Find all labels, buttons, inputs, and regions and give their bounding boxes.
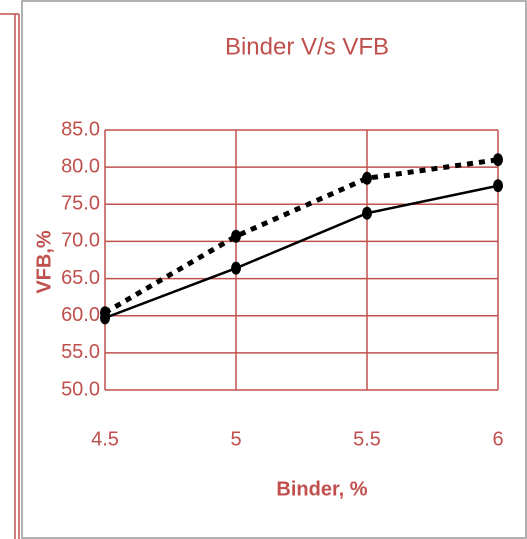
x-tick-label: 5.5 [353,428,381,450]
y-tick-label: 75.0 [61,193,100,215]
point-marker [493,179,503,193]
y-axis-label: VFB,% [33,230,55,294]
series-line [104,184,499,320]
series-line [103,157,499,315]
point-marker [100,306,110,320]
x-tick-label: 5 [230,428,241,450]
x-tick-label: 6 [492,428,503,450]
chart-border [21,0,527,539]
y-tick-label: 50.0 [61,378,100,400]
y-tick-label: 55.0 [61,341,100,363]
x-axis-label: Binder, % [276,478,367,500]
point-marker [493,153,503,167]
point-marker [362,206,372,220]
x-tick-label: 4.5 [91,428,119,450]
y-tick-label: 80.0 [61,155,100,177]
point-marker [231,229,241,243]
point-marker [231,261,241,275]
point-marker [362,171,372,185]
y-tick-label: 70.0 [61,230,100,252]
y-tick-label: 85.0 [61,118,100,140]
y-tick-label: 60.0 [61,304,100,326]
y-tick-label: 65.0 [61,267,100,289]
chart-title: Binder V/s VFB [225,33,389,60]
